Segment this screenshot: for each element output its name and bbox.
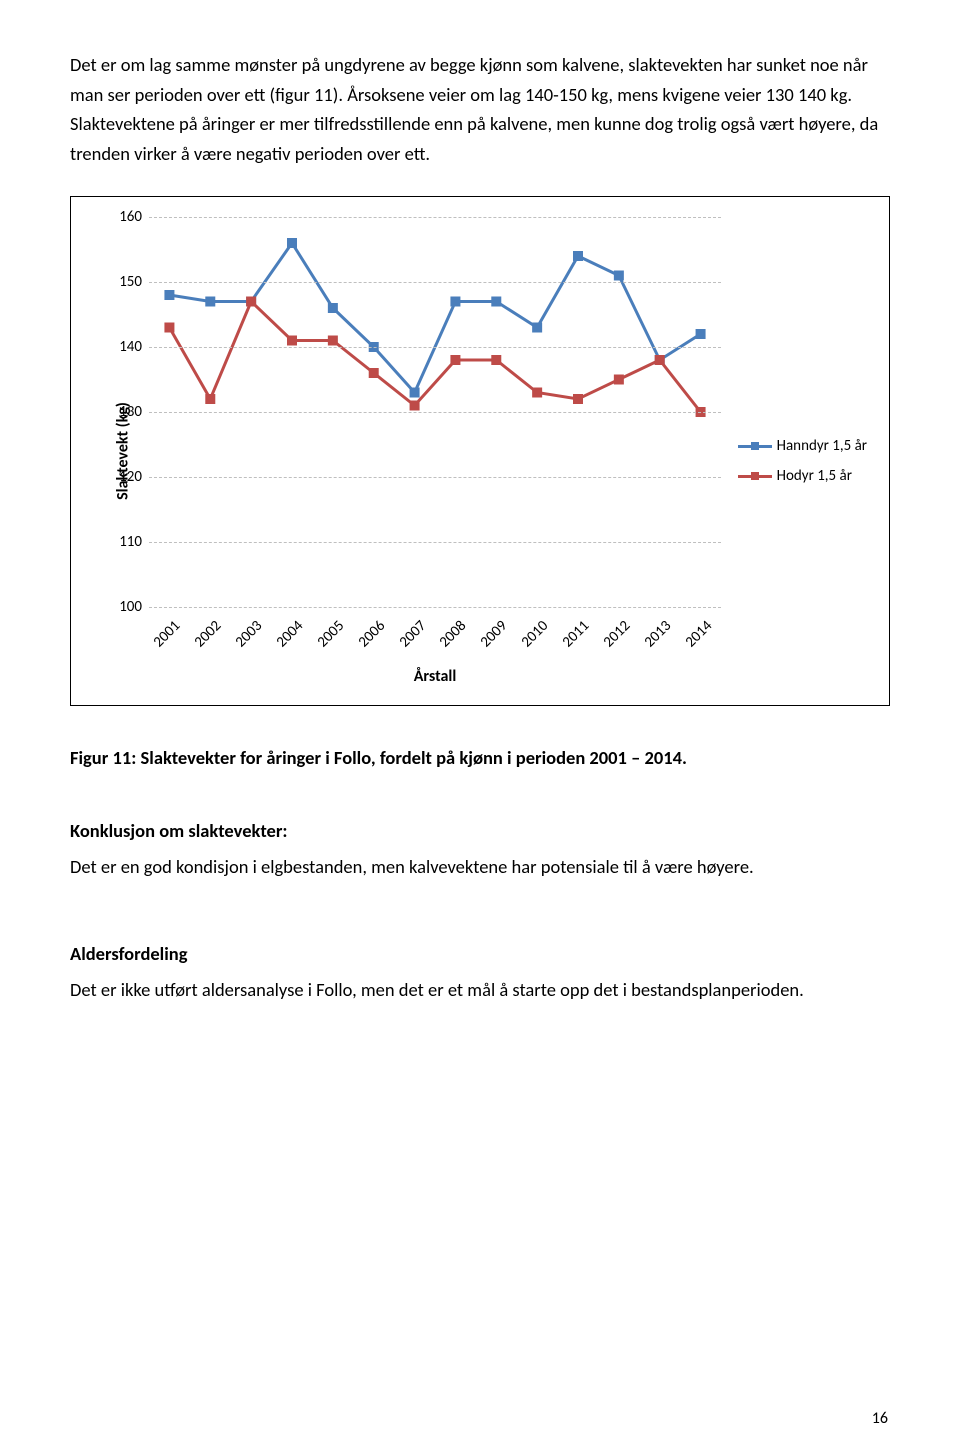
plot-area: 100110120130140150160 <box>149 217 721 607</box>
x-tick-label: 2007 <box>395 617 429 651</box>
x-tick-label: 2008 <box>436 617 470 651</box>
legend-item-hodyr: Hodyr 1,5 år <box>738 467 867 485</box>
series-line <box>169 302 700 413</box>
series-marker <box>614 271 624 281</box>
x-tick-label: 2012 <box>600 617 634 651</box>
legend: Hanndyr 1,5 år Hodyr 1,5 år <box>738 437 867 497</box>
series-marker <box>450 355 460 365</box>
series-marker <box>287 336 297 346</box>
x-tick-label: 2010 <box>518 617 552 651</box>
series-marker <box>205 394 215 404</box>
legend-item-hanndyr: Hanndyr 1,5 år <box>738 437 867 455</box>
series-marker <box>614 375 624 385</box>
age-heading: Aldersfordeling <box>70 942 890 965</box>
page-number: 16 <box>872 1409 888 1428</box>
chart-container: Slaktevekt (kg) 100110120130140150160 Ha… <box>70 196 890 706</box>
series-line <box>169 243 700 393</box>
series-marker <box>696 329 706 339</box>
x-tick-label: 2011 <box>559 617 593 651</box>
x-tick-label: 2009 <box>477 617 511 651</box>
y-tick-label: 130 <box>107 403 142 421</box>
y-tick-label: 100 <box>107 598 142 616</box>
x-tick-label: 2003 <box>232 617 266 651</box>
series-marker <box>532 388 542 398</box>
x-tick-label: 2006 <box>355 617 389 651</box>
series-marker <box>287 238 297 248</box>
series-marker <box>410 401 420 411</box>
gridline <box>149 477 721 478</box>
y-tick-label: 110 <box>107 533 142 551</box>
series-marker <box>328 336 338 346</box>
x-axis-label: Årstall <box>0 667 871 686</box>
series-marker <box>532 323 542 333</box>
series-marker <box>205 297 215 307</box>
x-tick-label: 2002 <box>191 617 225 651</box>
y-tick-label: 120 <box>107 468 142 486</box>
legend-swatch-hanndyr <box>738 445 772 448</box>
gridline <box>149 542 721 543</box>
series-marker <box>573 251 583 261</box>
x-tick-label: 2004 <box>273 617 307 651</box>
series-marker <box>246 297 256 307</box>
y-tick-label: 160 <box>107 208 142 226</box>
series-marker <box>410 388 420 398</box>
legend-label-hodyr: Hodyr 1,5 år <box>777 467 852 485</box>
gridline <box>149 412 721 413</box>
gridline <box>149 282 721 283</box>
figure-caption: Figur 11: Slaktevekter for åringer i Fol… <box>70 746 890 769</box>
x-tick-label: 2005 <box>314 617 348 651</box>
x-tick-label: 2001 <box>150 617 184 651</box>
intro-paragraph: Det er om lag samme mønster på ungdyrene… <box>70 50 890 168</box>
x-axis: 2001200220032004200520062007200820092010… <box>149 607 721 667</box>
series-marker <box>450 297 460 307</box>
conclusion-paragraph: Det er en god kondisjon i elgbestanden, … <box>70 852 890 882</box>
series-marker <box>164 290 174 300</box>
series-marker <box>491 355 501 365</box>
gridline <box>149 217 721 218</box>
series-marker <box>573 394 583 404</box>
x-tick-label: 2014 <box>681 617 715 651</box>
x-tick-label: 2013 <box>641 617 675 651</box>
series-marker <box>655 355 665 365</box>
conclusion-heading: Konklusjon om slaktevekter: <box>70 819 890 842</box>
y-tick-label: 150 <box>107 273 142 291</box>
series-marker <box>328 303 338 313</box>
gridline <box>149 347 721 348</box>
legend-label-hanndyr: Hanndyr 1,5 år <box>777 437 867 455</box>
series-marker <box>369 368 379 378</box>
y-tick-label: 140 <box>107 338 142 356</box>
legend-swatch-hodyr <box>738 475 772 478</box>
series-marker <box>491 297 501 307</box>
series-marker <box>164 323 174 333</box>
age-paragraph: Det er ikke utført aldersanalyse i Follo… <box>70 975 890 1005</box>
